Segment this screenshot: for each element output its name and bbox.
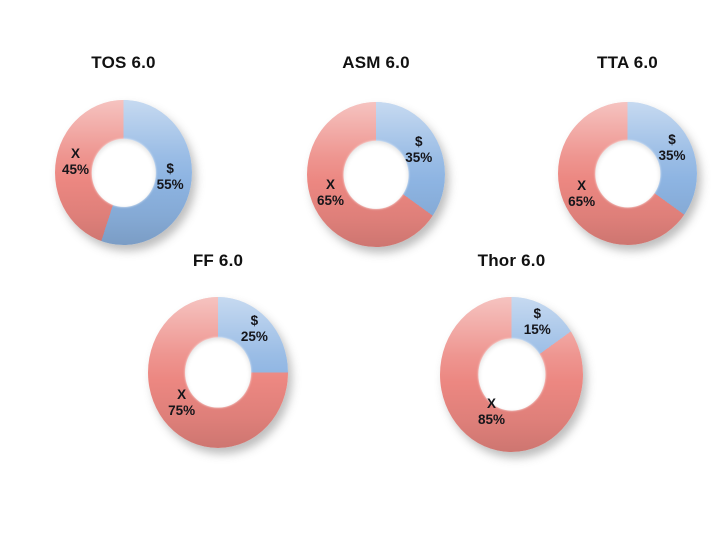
slice-label-percent: 65% [568,193,596,209]
slice-label-symbol: X [577,177,587,193]
chart-title-ff: FF 6.0 [192,251,244,270]
donut-hole [594,139,661,208]
slice-label-symbol: $ [533,305,541,321]
donut-hole [343,140,409,209]
slice-label-x: X 65% [317,177,344,209]
slice-label-dollar: $ 25% [241,313,268,345]
slice-label-percent: 85% [477,411,505,427]
slice-label-percent: 55% [156,176,184,192]
donut-chart-asm: X 65% $ 35% [307,102,445,247]
slice-label-dollar: $ 35% [658,132,685,164]
slice-label-symbol: $ [166,160,174,176]
donut-hole [185,337,251,408]
chart-title-asm: ASM 6.0 [342,53,410,72]
slice-label-symbol: X [486,395,496,411]
slice-label-symbol: X [177,386,187,402]
donut-chart-tta: X 65% $ 35% [558,102,697,245]
donut-ring [440,297,583,452]
slice-label-symbol: $ [415,133,423,149]
slice-label-dollar: $ 55% [157,161,184,193]
donut-ring [307,102,445,247]
slice-label-percent: 35% [405,149,433,165]
slice-label-x: X 85% [478,396,505,428]
slice-label-dollar: $ 15% [524,306,551,338]
donut-hole [477,338,546,411]
chart-title-thor: Thor 6.0 [477,251,546,270]
chart-title-tta: TTA 6.0 [597,53,658,72]
slice-label-symbol: $ [250,312,259,328]
slice-label-percent: 45% [62,162,90,178]
slice-label-symbol: X [71,146,81,162]
donut-chart-tos: X 45% $ 55% [55,100,192,245]
slice-label-x: X 65% [568,178,595,210]
slice-label-percent: 25% [240,328,268,344]
donut-ring [558,102,697,245]
donut-hole [91,138,156,207]
slice-label-percent: 65% [316,193,344,209]
slice-label-percent: 35% [658,147,686,163]
slice-label-symbol: $ [668,131,676,147]
donut-chart-thor: X 85% $ 15% [440,297,583,452]
donut-chart-ff: X 75% $ 25% [148,297,288,448]
slice-label-percent: 15% [523,321,551,337]
slice-label-symbol: X [325,177,335,193]
donut-ring [55,100,192,245]
slice-label-x: X 75% [168,387,195,419]
slice-label-dollar: $ 35% [405,134,432,166]
slice-label-x: X 45% [62,146,89,178]
chart-title-tos: TOS 6.0 [91,53,156,72]
slice-label-percent: 75% [168,402,196,418]
donut-ring [148,297,288,448]
